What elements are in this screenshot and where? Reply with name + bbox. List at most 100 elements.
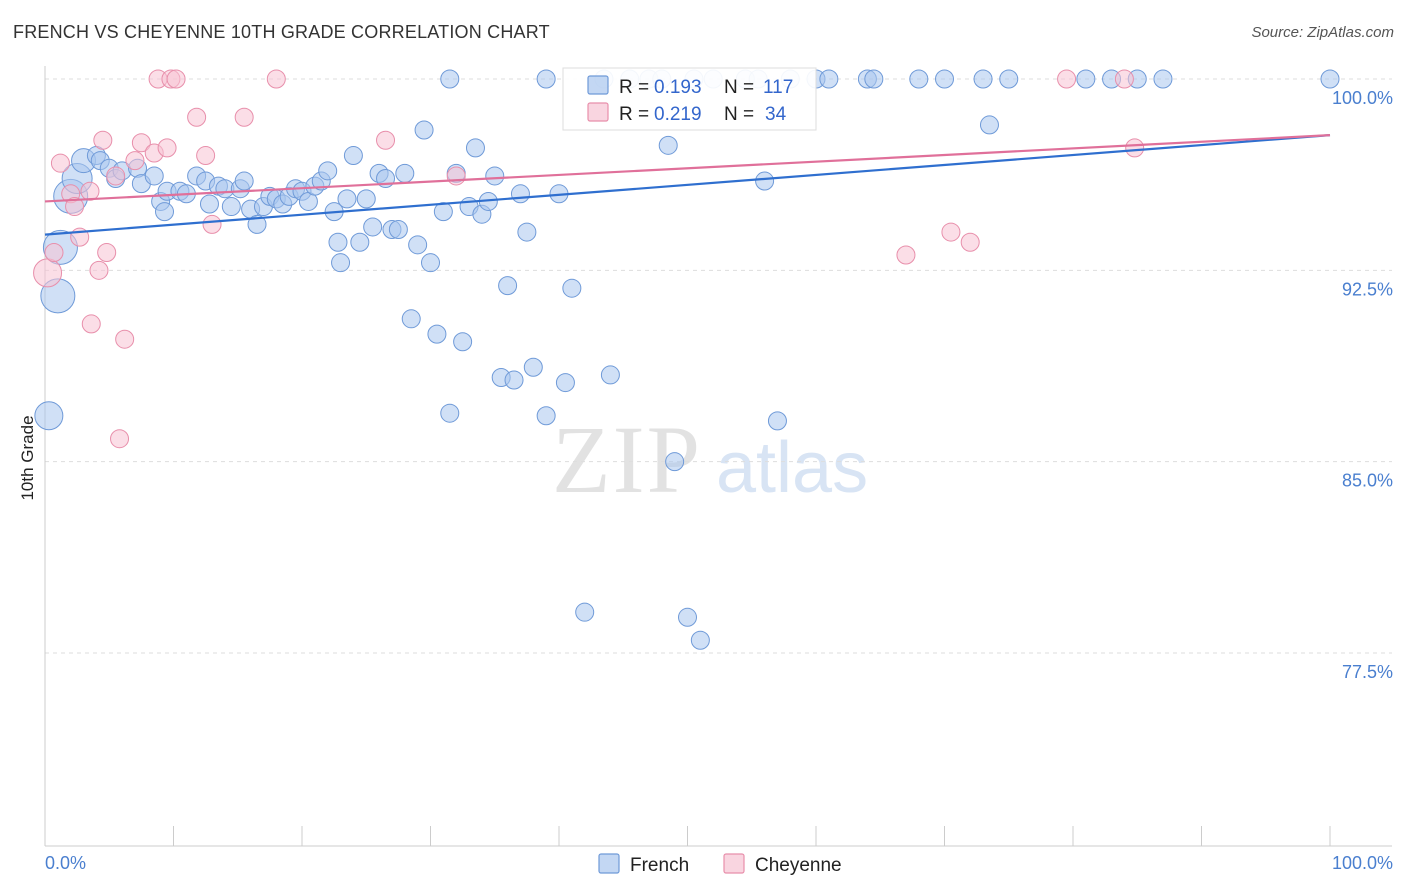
x-tick-label-min: 0.0% [45,853,86,873]
cheyenne-point-26 [376,130,396,150]
axes [44,66,1392,847]
french-point-15 [155,202,175,222]
french-point-51 [388,220,408,240]
cheyenne-point-14 [125,151,145,171]
french-point-98 [819,69,839,89]
french-point-100 [864,69,884,89]
cheyenne-point-18 [157,138,177,158]
cheyenne-point-24 [234,107,254,127]
cheyenne-point-9 [93,130,113,150]
french-point-105 [1076,69,1096,89]
cheyenne-point-13 [115,329,135,349]
french-point-45 [350,232,370,252]
y-tick-label-1: 92.5% [1342,279,1393,299]
series-legend-label-cheyenne: Cheyenne [755,855,842,876]
french-point-47 [363,217,383,237]
legend-r-value-french: 0.193 [654,77,702,98]
french-point-43 [337,189,357,209]
cheyenne-point-32 [1114,69,1134,89]
french-point-21 [199,194,219,214]
legend-n-value-french: 117 [763,77,793,98]
french-point-85 [979,115,999,135]
cheyenne-point-20 [166,69,186,89]
legend-n-label-french: N = [724,77,754,98]
french-point-101 [909,69,929,89]
cheyenne-points [33,69,1145,449]
french-point-71 [517,222,537,242]
french-points [34,69,1340,650]
french-point-26 [234,171,254,191]
french-point-54 [408,235,428,255]
chart-title: FRENCH VS CHEYENNE 10TH GRADE CORRELATIO… [13,22,550,42]
cheyenne-point-22 [196,146,216,166]
watermark-atlas: atlas [716,428,868,508]
cheyenne-point-10 [97,242,117,262]
cheyenne-point-30 [960,232,980,252]
french-point-72 [523,357,543,377]
cheyenne-point-23 [202,214,222,234]
trend-lines [44,134,1331,236]
cheyenne-trend-line [44,134,1331,203]
french-point-52 [395,163,415,183]
french-point-70 [510,184,530,204]
french-point-68 [498,276,518,296]
french-point-83 [755,171,775,191]
cheyenne-point-6 [80,181,100,201]
french-point-58 [433,202,453,222]
french-point-77 [575,602,595,622]
french-point-86 [440,69,460,89]
french-point-79 [658,135,678,155]
french-point-28 [247,214,267,234]
cheyenne-point-29 [941,222,961,242]
french-point-55 [414,120,434,140]
x-axis-ticks [44,826,1331,846]
french-point-75 [555,373,575,393]
x-tick-label-max: 100.0% [1332,853,1393,873]
french-point-59 [440,403,460,423]
y-tick-label-2: 85.0% [1342,471,1393,491]
french-point-103 [973,69,993,89]
french-point-42 [331,253,351,273]
french-point-102 [935,69,954,89]
french-point-69 [504,370,524,390]
cheyenne-point-15 [131,133,151,153]
cheyenne-point-25 [266,69,286,89]
cheyenne-point-12 [110,429,130,449]
stats-legend: R = 0.193 N = 117 R = 0.219 N = 34 [562,67,817,131]
cheyenne-point-2 [50,153,70,173]
legend-r-label-cheyenne: R = [619,104,649,125]
french-point-76 [562,278,582,298]
french-point-41 [328,232,348,252]
french-point-81 [678,607,697,627]
gridlines [45,78,1392,654]
french-point-80 [665,452,685,472]
french-point-0 [34,401,64,431]
cheyenne-point-31 [1057,69,1077,89]
source-credit: Source: ZipAtlas.com [1251,24,1394,41]
french-point-104 [999,69,1019,89]
french-point-39 [318,161,338,181]
cheyenne-point-28 [896,245,916,265]
french-point-82 [690,630,710,650]
legend-r-label-french: R = [619,77,649,98]
french-point-24 [221,197,241,217]
cheyenne-point-0 [33,258,63,288]
french-point-66 [485,166,505,186]
french-point-84 [767,411,787,431]
legend-r-value-cheyenne: 0.219 [654,104,702,125]
french-point-61 [453,332,473,352]
french-point-87 [536,69,556,89]
french-point-73 [536,406,556,426]
french-point-109 [1320,69,1340,89]
french-point-46 [356,189,376,209]
french-point-53 [401,309,421,329]
legend-swatch-french [587,75,609,95]
series-legend: French Cheyenne [598,853,842,876]
series-legend-swatch-french [598,853,620,874]
cheyenne-point-21 [187,107,207,127]
french-point-56 [421,253,440,273]
french-point-78 [600,365,620,385]
y-tick-label-3: 77.5% [1342,662,1393,682]
cheyenne-point-11 [106,166,126,186]
